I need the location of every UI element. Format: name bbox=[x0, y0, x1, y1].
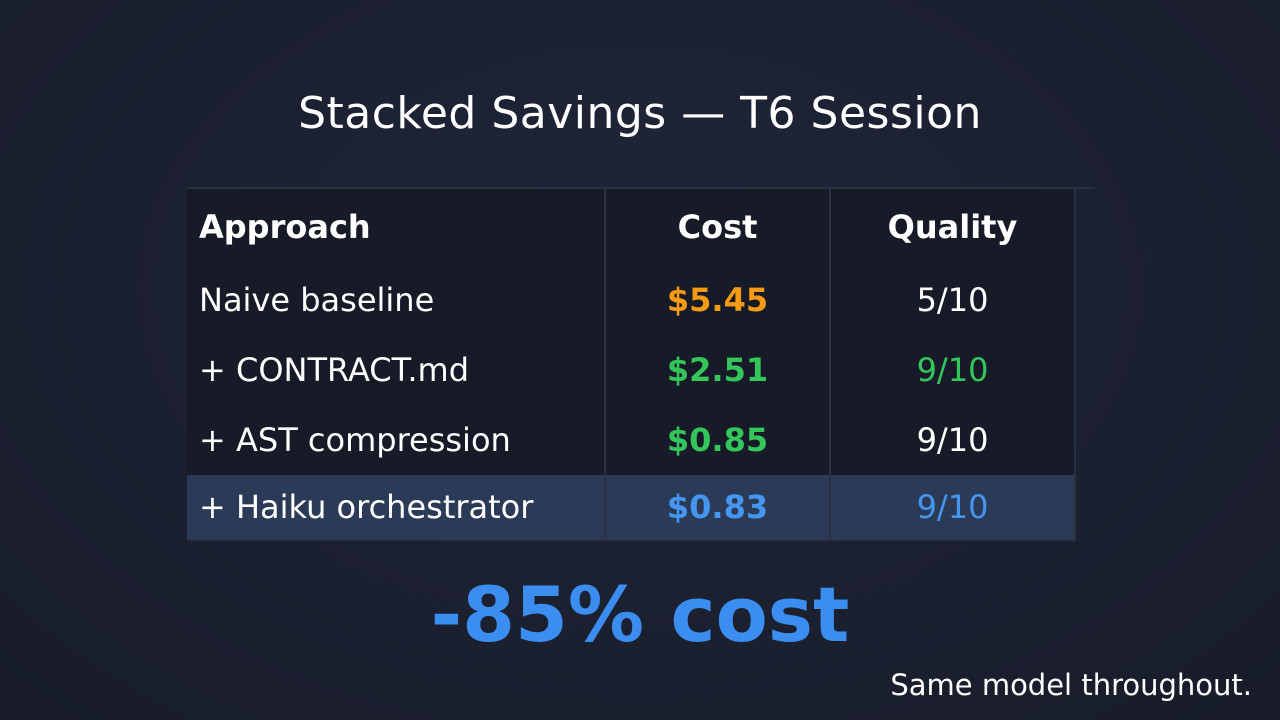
slide-title: Stacked Savings — T6 Session bbox=[298, 88, 982, 139]
quality-cell: 9/10 bbox=[830, 335, 1076, 405]
cost-cell: $2.51 bbox=[605, 335, 831, 405]
approach-cell: + CONTRACT.md bbox=[187, 335, 606, 405]
header-approach: Approach bbox=[187, 189, 606, 265]
quality-cell: 5/10 bbox=[830, 265, 1076, 335]
approach-cell: + Haiku orchestrator bbox=[187, 475, 606, 541]
quality-cell: 9/10 bbox=[830, 405, 1076, 475]
quality-cell: 9/10 bbox=[830, 475, 1076, 541]
header-cost: Cost bbox=[605, 189, 831, 265]
approach-cell: + AST compression bbox=[187, 405, 606, 475]
table-row: + AST compression $0.85 9/10 bbox=[187, 405, 1076, 475]
table-row: + CONTRACT.md $2.51 9/10 bbox=[187, 335, 1076, 405]
table-row-highlighted: + Haiku orchestrator $0.83 9/10 bbox=[187, 475, 1076, 541]
table-top-border bbox=[187, 187, 1095, 189]
table-header-row: Approach Cost Quality bbox=[187, 189, 1076, 265]
headline-savings: -85% cost bbox=[430, 570, 850, 659]
cost-cell: $5.45 bbox=[605, 265, 831, 335]
header-quality: Quality bbox=[830, 189, 1076, 265]
cost-cell: $0.85 bbox=[605, 405, 831, 475]
footnote: Same model throughout. bbox=[890, 668, 1252, 702]
table-row: Naive baseline $5.45 5/10 bbox=[187, 265, 1076, 335]
savings-table: Approach Cost Quality Naive baseline $5.… bbox=[187, 189, 1076, 541]
approach-cell: Naive baseline bbox=[187, 265, 606, 335]
cost-cell: $0.83 bbox=[605, 475, 831, 541]
